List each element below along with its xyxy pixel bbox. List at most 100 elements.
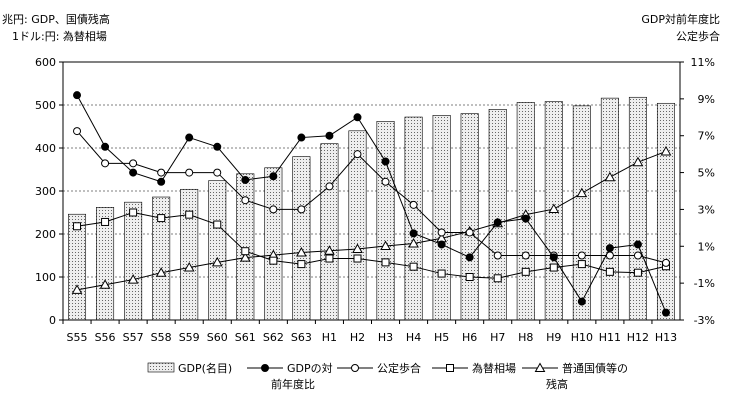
data-point xyxy=(269,256,278,265)
left-unit-label-1: 兆円: GDP、国債残高 xyxy=(2,13,110,26)
legend-label: 公定歩合 xyxy=(377,361,421,375)
data-point xyxy=(241,196,250,205)
series-line xyxy=(76,211,667,279)
data-point xyxy=(633,268,642,277)
x-tick-label: H4 xyxy=(406,331,421,344)
data-point xyxy=(269,172,278,181)
data-point xyxy=(521,251,530,260)
data-point xyxy=(127,274,139,284)
gdp-bar xyxy=(208,180,227,321)
data-point xyxy=(325,131,334,140)
legend-label: GDP(名目) xyxy=(178,361,232,375)
data-point xyxy=(381,157,390,166)
data-point xyxy=(380,240,391,251)
data-point xyxy=(73,222,82,231)
data-point xyxy=(296,246,307,257)
data-point xyxy=(353,254,362,263)
data-point xyxy=(213,142,222,151)
x-tick-label: H11 xyxy=(599,331,621,344)
data-point xyxy=(353,150,362,159)
data-point xyxy=(185,168,194,177)
gdp-bar xyxy=(236,173,255,321)
data-point xyxy=(297,133,306,142)
data-point xyxy=(521,214,530,223)
x-tick-label: S61 xyxy=(235,331,256,344)
data-point xyxy=(632,156,644,167)
data-point xyxy=(521,267,530,276)
data-point xyxy=(465,253,474,262)
data-point xyxy=(465,273,474,281)
gdp-bar xyxy=(572,105,591,321)
data-point xyxy=(183,262,195,272)
legend-label: 残高 xyxy=(546,377,568,391)
right-tick-label: 3% xyxy=(698,203,715,216)
x-tick-label: H13 xyxy=(655,331,677,344)
legend-marker xyxy=(351,364,359,372)
data-point xyxy=(352,243,363,254)
data-point xyxy=(381,258,390,267)
data-point xyxy=(297,260,306,269)
left-tick-label: 400 xyxy=(35,142,56,155)
data-point xyxy=(660,145,672,156)
left-tick-label: 0 xyxy=(49,314,56,327)
data-point xyxy=(493,218,502,227)
right-tick-label: 7% xyxy=(698,130,715,143)
x-tick-label: S55 xyxy=(67,331,88,344)
gdp-bar xyxy=(348,130,367,321)
data-point xyxy=(465,228,474,237)
data-point xyxy=(633,251,642,260)
x-tick-label: S60 xyxy=(207,331,228,344)
data-point xyxy=(325,254,334,263)
data-point xyxy=(325,182,334,191)
right-tick-label: -3% xyxy=(694,314,715,327)
data-point xyxy=(155,267,167,277)
data-point xyxy=(157,214,166,223)
left-tick-label: 500 xyxy=(35,99,56,112)
data-point xyxy=(297,205,306,214)
data-point xyxy=(239,252,251,262)
legend-marker xyxy=(261,364,269,372)
x-tick-label: S56 xyxy=(95,331,116,344)
x-tick-label: H6 xyxy=(462,331,477,344)
gdp-bar xyxy=(180,188,199,321)
x-tick-label: S58 xyxy=(151,331,172,344)
data-point xyxy=(73,127,82,136)
data-point xyxy=(493,251,502,260)
data-point xyxy=(605,244,614,253)
gdp-bar xyxy=(264,167,283,321)
data-point xyxy=(129,208,138,217)
data-point xyxy=(633,240,642,249)
x-tick-label: H1 xyxy=(322,331,337,344)
data-point xyxy=(549,263,558,272)
right-tick-label: 11% xyxy=(691,56,715,69)
x-tick-label: S63 xyxy=(291,331,312,344)
data-point xyxy=(409,229,418,238)
data-point xyxy=(661,258,670,267)
data-point xyxy=(241,175,250,184)
x-tick-label: H3 xyxy=(378,331,393,344)
right-tick-label: 1% xyxy=(698,240,715,253)
gdp-bar xyxy=(460,113,479,321)
x-tick-label: H9 xyxy=(546,331,561,344)
x-tick-label: H7 xyxy=(490,331,505,344)
data-point xyxy=(129,168,138,177)
data-point xyxy=(241,247,250,256)
x-tick-label: S57 xyxy=(123,331,144,344)
data-point xyxy=(661,308,670,317)
data-point xyxy=(185,210,194,219)
data-point xyxy=(101,217,110,226)
data-point xyxy=(548,203,560,214)
data-point xyxy=(213,168,222,177)
data-point xyxy=(101,159,110,168)
data-point xyxy=(408,237,419,248)
data-point xyxy=(437,228,446,237)
x-tick-label: H8 xyxy=(518,331,533,344)
right-unit-label-1: GDP対前年度比 xyxy=(641,13,720,26)
gdp-bar xyxy=(600,97,619,321)
left-tick-label: 200 xyxy=(35,228,56,241)
x-tick-label: S59 xyxy=(179,331,200,344)
legend-marker xyxy=(446,364,454,372)
data-point xyxy=(604,171,616,182)
left-unit-label-2: 1ドル:円: 為替相場 xyxy=(12,30,107,43)
data-point xyxy=(437,240,446,249)
